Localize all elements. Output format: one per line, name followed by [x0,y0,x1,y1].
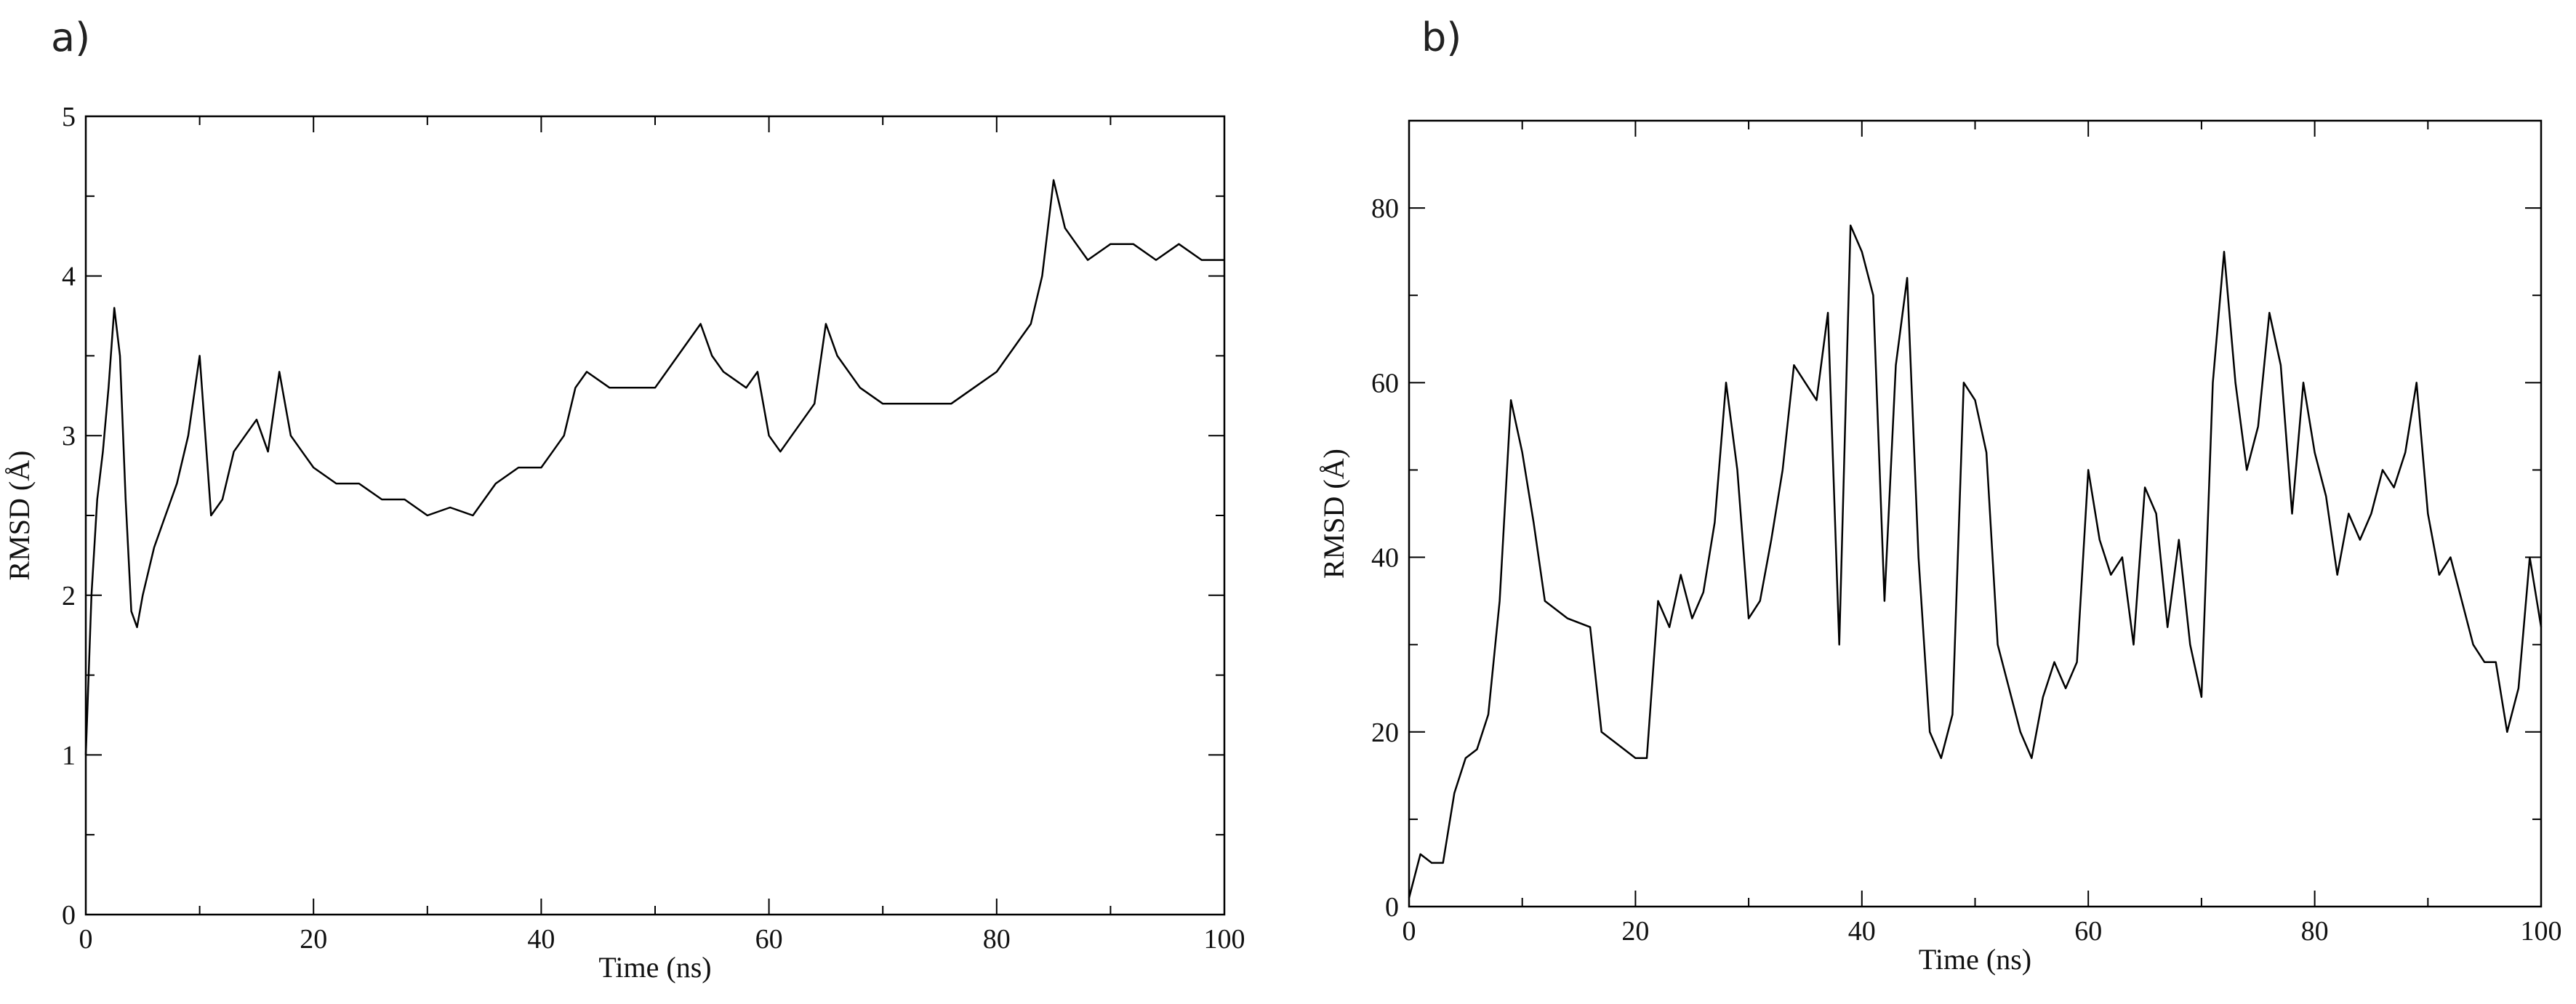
y-axis-label-a: RMSD (Å) [3,451,36,581]
y-tick-label-a: 1 [62,740,76,771]
x-tick-label-b: 0 [1403,916,1416,947]
x-tick-label-a: 0 [79,924,93,955]
panel-a-label: a) [51,15,91,60]
y-tick-label-a: 3 [62,421,76,451]
y-tick-label-b: 20 [1371,718,1399,748]
panel-b-label: b) [1421,15,1462,60]
x-tick-label-a: 40 [527,924,555,955]
y-tick-label-b: 0 [1385,892,1399,923]
x-tick-label-b: 20 [1621,916,1649,947]
x-tick-label-b: 80 [2301,916,2329,947]
x-tick-label-a: 60 [755,924,783,955]
x-axis-label-b: Time (ns) [1919,943,2031,976]
series-line-a [84,179,1224,755]
x-tick-label-a: 80 [983,924,1011,955]
y-tick-label-a: 4 [62,262,76,292]
x-tick-label-a: 100 [1204,924,1245,955]
x-tick-label-a: 20 [300,924,327,955]
x-tick-label-b: 40 [1848,916,1876,947]
x-tick-label-b: 100 [2521,916,2562,947]
y-tick-label-a: 0 [62,900,76,931]
y-tick-label-b: 40 [1371,543,1399,574]
x-axis-label-a: Time (ns) [598,951,711,984]
x-tick-label-b: 60 [2074,916,2102,947]
plot-frame-a [84,115,1226,916]
y-tick-label-b: 80 [1371,193,1399,224]
y-tick-label-a: 5 [62,102,76,132]
y-axis-label-b: RMSD (Å) [1317,449,1350,579]
y-tick-label-a: 2 [62,581,76,611]
series-line-b [1408,224,2543,899]
chart-b: 0 20 40 60 80 100 0 20 40 60 80 Time (ns) RMSD (Å) [1317,119,2562,976]
chart-a: 0 20 40 60 80 100 0 1 2 3 4 5 Time (ns) RMSD (Å) [3,102,1245,984]
y-tick-label-b: 60 [1371,368,1399,398]
